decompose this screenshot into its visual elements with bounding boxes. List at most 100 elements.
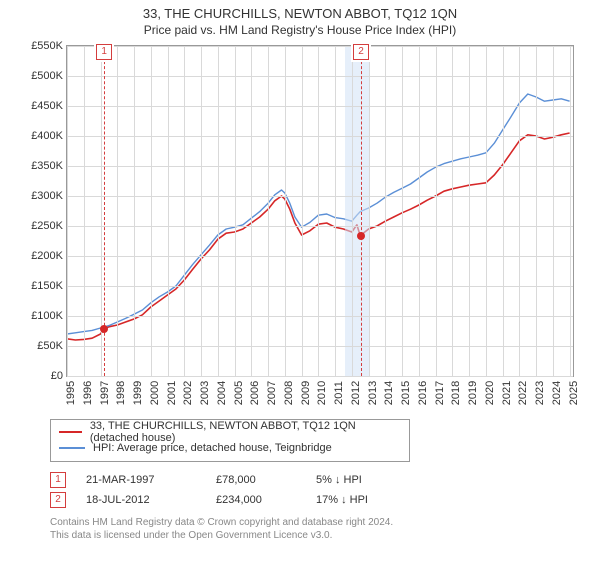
grid-line-v — [184, 46, 185, 376]
license-line: This data is licensed under the Open Gov… — [50, 529, 600, 542]
legend-swatch — [59, 431, 82, 433]
header: 33, THE CHURCHILLS, NEWTON ABBOT, TQ12 1… — [0, 6, 600, 37]
x-axis-label: 1997 — [99, 381, 111, 405]
x-axis-label: 2017 — [434, 381, 446, 405]
grid-line-v — [335, 46, 336, 376]
grid-line-v — [553, 46, 554, 376]
grid-line-v — [285, 46, 286, 376]
x-axis-label: 2015 — [400, 381, 412, 405]
grid-line-v — [218, 46, 219, 376]
x-axis-label: 2012 — [350, 381, 362, 405]
grid-line-h — [67, 346, 573, 347]
grid-line-v — [67, 46, 68, 376]
footnote-date: 18-JUL-2012 — [86, 494, 196, 506]
grid-line-h — [67, 76, 573, 77]
grid-line-v — [369, 46, 370, 376]
series-lines — [67, 46, 573, 376]
x-axis-label: 2011 — [333, 381, 345, 405]
grid-line-v — [352, 46, 353, 376]
x-axis-label: 2013 — [367, 381, 379, 405]
footnote-row: 1 21-MAR-1997 £78,000 5% ↓ HPI — [50, 470, 600, 490]
grid-line-h — [67, 136, 573, 137]
y-axis-label: £550K — [31, 40, 63, 52]
y-axis-label: £400K — [31, 130, 63, 142]
license-text: Contains HM Land Registry data © Crown c… — [50, 516, 600, 542]
transaction-shade — [345, 46, 368, 376]
chart-title: 33, THE CHURCHILLS, NEWTON ABBOT, TQ12 1… — [0, 6, 600, 21]
grid-line-v — [251, 46, 252, 376]
grid-line-v — [318, 46, 319, 376]
x-axis-label: 2001 — [166, 381, 178, 405]
grid-line-v — [436, 46, 437, 376]
grid-line-h — [67, 106, 573, 107]
footnote-price: £234,000 — [216, 494, 296, 506]
x-axis-label: 1999 — [132, 381, 144, 405]
grid-line-h — [67, 286, 573, 287]
x-axis-label: 2018 — [450, 381, 462, 405]
x-axis-label: 2023 — [534, 381, 546, 405]
x-axis-label: 2014 — [383, 381, 395, 405]
grid-line-v — [536, 46, 537, 376]
x-axis-label: 2021 — [501, 381, 513, 405]
grid-line-h — [67, 46, 573, 47]
grid-line-v — [117, 46, 118, 376]
grid-line-v — [168, 46, 169, 376]
x-axis-label: 2024 — [551, 381, 563, 405]
footnote-price: £78,000 — [216, 474, 296, 486]
grid-line-h — [67, 316, 573, 317]
footnote-date: 21-MAR-1997 — [86, 474, 196, 486]
x-axis-label: 2003 — [199, 381, 211, 405]
grid-line-v — [151, 46, 152, 376]
event-marker-point — [357, 232, 365, 240]
event-marker-badge: 2 — [353, 44, 369, 60]
y-axis-label: £100K — [31, 310, 63, 322]
x-axis-label: 2004 — [216, 381, 228, 405]
grid-line-v — [201, 46, 202, 376]
chart: £0£50K£100K£150K£200K£250K£300K£350K£400… — [20, 41, 580, 411]
x-axis-label: 2016 — [417, 381, 429, 405]
y-axis-label: £450K — [31, 100, 63, 112]
legend-label: HPI: Average price, detached house, Teig… — [93, 442, 332, 454]
grid-line-v — [134, 46, 135, 376]
y-axis-label: £350K — [31, 160, 63, 172]
footnote-row: 218-JUL-2012£234,00017% ↓ HPI — [50, 490, 600, 510]
grid-line-v — [402, 46, 403, 376]
x-axis-label: 2000 — [149, 381, 161, 405]
footnote-delta: 5% ↓ HPI — [316, 474, 416, 486]
y-axis-label: £250K — [31, 220, 63, 232]
grid-line-v — [419, 46, 420, 376]
grid-line-h — [67, 376, 573, 377]
grid-line-v — [469, 46, 470, 376]
x-axis-label: 1998 — [115, 381, 127, 405]
legend: 33, THE CHURCHILLS, NEWTON ABBOT, TQ12 1… — [50, 419, 410, 462]
x-axis-label: 1995 — [65, 381, 77, 405]
grid-line-v — [302, 46, 303, 376]
x-axis-label: 2005 — [233, 381, 245, 405]
x-axis-label: 2022 — [517, 381, 529, 405]
grid-line-v — [503, 46, 504, 376]
license-line: Contains HM Land Registry data © Crown c… — [50, 516, 600, 529]
x-axis-label: 2019 — [467, 381, 479, 405]
footnote-badge: 1 — [50, 472, 66, 488]
legend-label: 33, THE CHURCHILLS, NEWTON ABBOT, TQ12 1… — [90, 420, 401, 444]
grid-line-v — [519, 46, 520, 376]
footnotes: 1 21-MAR-1997 £78,000 5% ↓ HPI 2 18-JUL-2012 £… — [50, 470, 600, 510]
y-axis-label: £300K — [31, 190, 63, 202]
legend-item: 33, THE CHURCHILLS, NEWTON ABBOT, TQ12 1… — [59, 424, 401, 440]
y-axis-label: £200K — [31, 250, 63, 262]
x-axis-label: 2025 — [568, 381, 580, 405]
grid-line-v — [385, 46, 386, 376]
plot-area: £0£50K£100K£150K£200K£250K£300K£350K£400… — [66, 45, 574, 377]
x-axis-label: 2008 — [283, 381, 295, 405]
grid-line-h — [67, 166, 573, 167]
y-axis-label: £50K — [37, 340, 63, 352]
grid-line-v — [268, 46, 269, 376]
legend-swatch — [59, 447, 85, 449]
grid-line-v — [452, 46, 453, 376]
y-axis-label: £500K — [31, 70, 63, 82]
footnote-badge: 2 — [50, 492, 66, 508]
x-axis-label: 2006 — [249, 381, 261, 405]
chart-subtitle: Price paid vs. HM Land Registry's House … — [0, 23, 600, 37]
x-axis-label: 2010 — [316, 381, 328, 405]
x-axis-label: 2020 — [484, 381, 496, 405]
